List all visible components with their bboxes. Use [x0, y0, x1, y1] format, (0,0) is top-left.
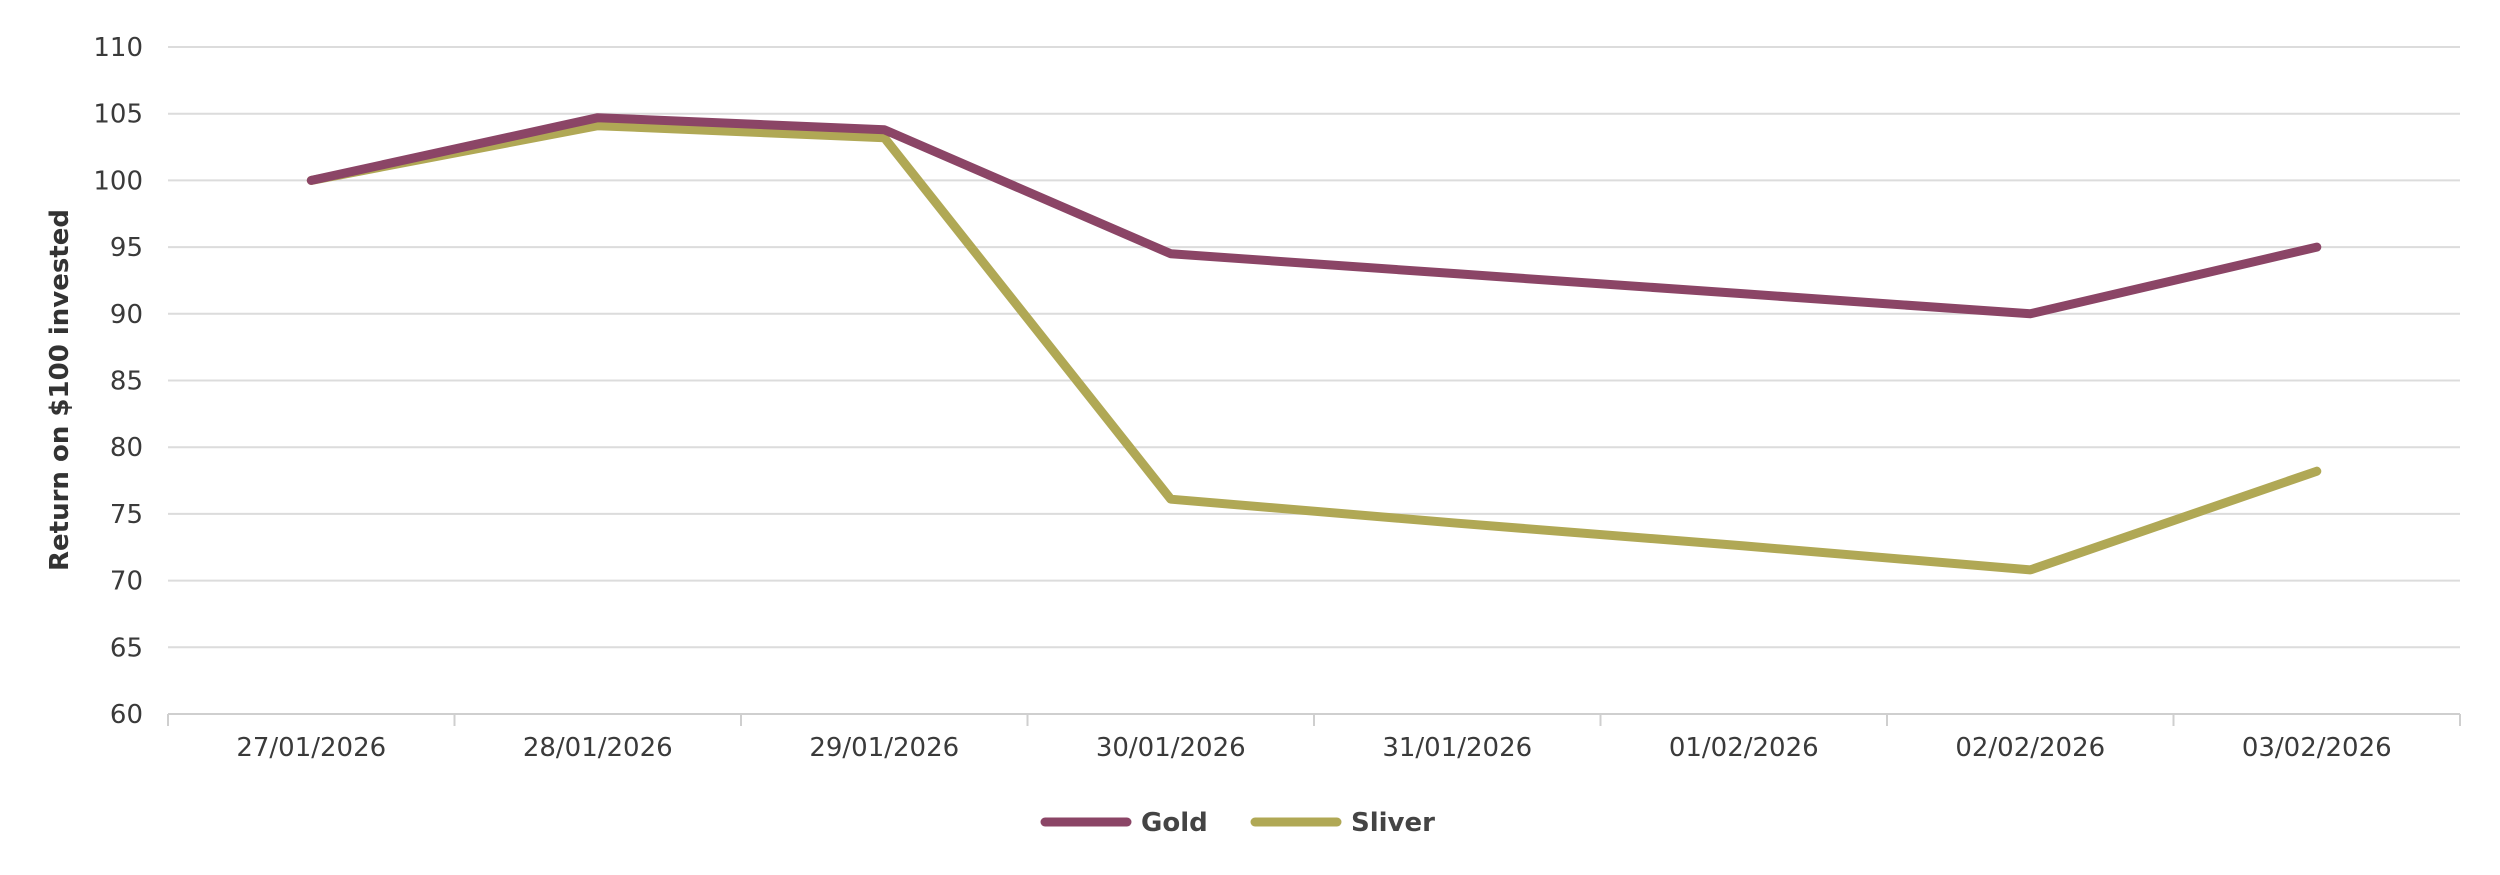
legend-label-gold: Gold — [1141, 808, 1208, 838]
y-tick-label: 75 — [110, 500, 143, 530]
x-tick-label: 31/01/2026 — [1382, 733, 1532, 763]
series-line-gold — [306, 113, 2322, 319]
x-tick-label: 03/02/2026 — [2242, 733, 2392, 763]
x-tick-label: 29/01/2026 — [809, 733, 959, 763]
gridlines — [168, 46, 2460, 715]
y-axis-title: Return on $100 invested — [45, 209, 75, 571]
x-tick-label: 01/02/2026 — [1669, 733, 1819, 763]
y-tick-label: 65 — [110, 633, 143, 663]
y-tick-label: 80 — [110, 433, 143, 463]
legend: Gold Sliver — [1040, 808, 1435, 838]
y-tick-label: 70 — [110, 567, 143, 597]
series-lines — [306, 113, 2322, 575]
y-axis: 60 65 70 75 80 85 90 95 100 105 110 — [93, 33, 143, 730]
x-tick-label: 30/01/2026 — [1096, 733, 1246, 763]
y-tick-label: 110 — [93, 33, 143, 63]
x-tick-label: 02/02/2026 — [1955, 733, 2105, 763]
y-tick-label: 105 — [93, 100, 143, 130]
legend-label-sliver: Sliver — [1351, 808, 1435, 838]
y-tick-label: 90 — [110, 300, 143, 330]
x-tick-label: 27/01/2026 — [236, 733, 386, 763]
x-axis: 27/01/2026 28/01/2026 29/01/2026 30/01/2026… — [167, 713, 2461, 763]
series-line-sliver — [306, 121, 2322, 575]
y-tick-label: 95 — [110, 233, 143, 263]
x-tick-label: 28/01/2026 — [523, 733, 673, 763]
y-tick-label: 60 — [110, 700, 143, 730]
y-tick-label: 85 — [110, 367, 143, 397]
y-tick-label: 100 — [93, 166, 143, 196]
